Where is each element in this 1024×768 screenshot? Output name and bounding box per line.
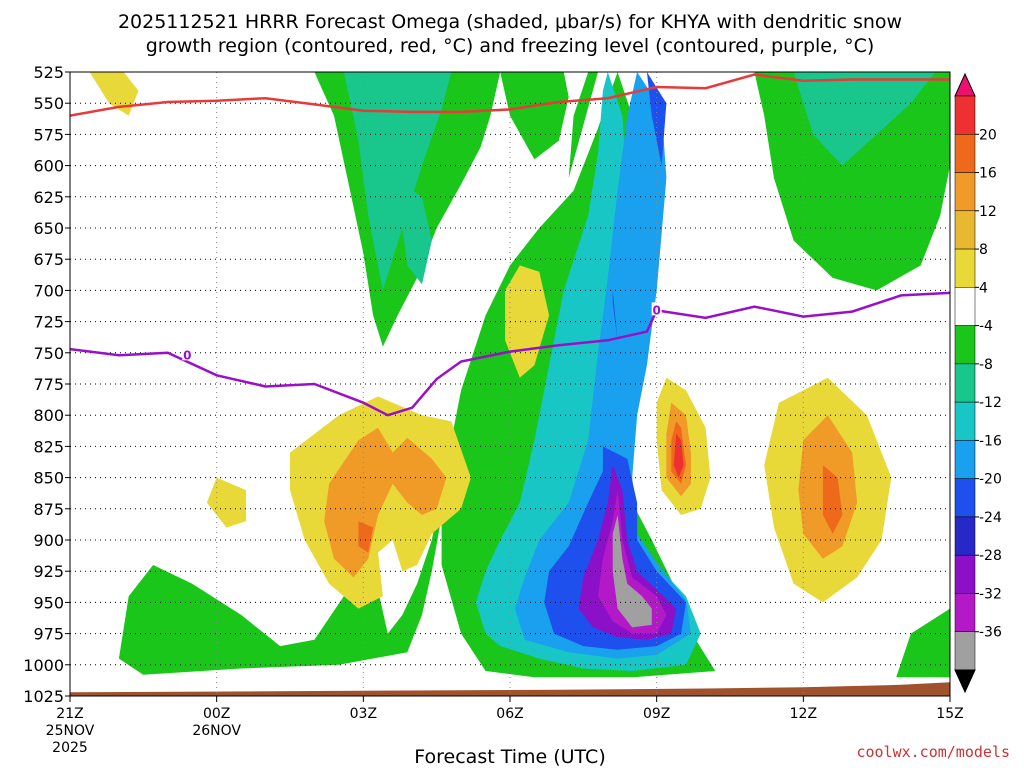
omega-shading — [89, 72, 950, 678]
omega-region-12 — [612, 290, 618, 341]
colorbar-segment-13 — [954, 554, 976, 594]
omega-region-20 — [324, 427, 447, 578]
x-tick-label-0: 21Z — [56, 706, 83, 722]
colorbar-segment-9 — [954, 401, 976, 441]
colorbar-label-0: 20 — [979, 127, 997, 143]
omega-region-21 — [358, 521, 374, 553]
x-date-label-0: 25NOV — [46, 723, 95, 739]
y-tick-label-12: 825 — [33, 437, 64, 456]
colorbar-label-9: -20 — [979, 472, 1002, 488]
colorbar-label-4: 4 — [979, 280, 988, 296]
x-tick-label-4: 09Z — [643, 706, 670, 722]
x-tick-label-1: 00Z — [203, 706, 230, 722]
y-tick-label-5: 650 — [33, 219, 64, 238]
colorbar-label-12: -32 — [979, 586, 1002, 602]
colorbar-segment-3 — [954, 172, 976, 212]
omega-region-10 — [514, 72, 691, 659]
y-tick-label-6: 675 — [33, 250, 64, 269]
x-tick-label-3: 06Z — [496, 706, 523, 722]
colorbar-segment-5 — [954, 248, 976, 288]
colorbar-segment-6 — [954, 287, 976, 326]
y-tick-label-14: 875 — [33, 500, 64, 519]
colorbar-segment-2 — [954, 134, 976, 173]
chart-title-line1: 2025112521 HRRR Forecast Omega (shaded, … — [118, 11, 902, 33]
y-tick-label-18: 975 — [33, 625, 64, 644]
colorbar-segment-10 — [954, 440, 976, 479]
omega-region-6 — [896, 608, 950, 678]
y-tick-label-0: 525 — [33, 63, 64, 82]
colorbar-bottom-arrow — [954, 669, 976, 694]
colorbar-label-7: -12 — [979, 395, 1002, 411]
y-tick-label-16: 925 — [33, 562, 64, 581]
x-year-label-0: 2025 — [52, 740, 88, 756]
x-date-label-1: 26NOV — [192, 723, 241, 739]
y-tick-label-1: 550 — [33, 94, 64, 113]
y-tick-label-2: 575 — [33, 125, 64, 144]
dgz-red-contour — [70, 73, 950, 117]
y-tick-label-7: 700 — [33, 281, 64, 300]
omega-region-29 — [822, 465, 843, 534]
colorbar-segment-12 — [954, 516, 976, 556]
colorbar-segment-11 — [954, 478, 976, 518]
colorbar-top-arrow — [954, 72, 976, 97]
omega-region-5 — [754, 72, 950, 291]
colorbar-segment-1 — [954, 95, 976, 135]
freezing-level-label-1: 0 — [652, 303, 660, 317]
freezing-level-label-0: 0 — [183, 348, 191, 362]
colorbar-label-5: -4 — [979, 319, 993, 335]
x-tick-label-5: 12Z — [790, 706, 817, 722]
y-tick-label-20: 1025 — [23, 687, 64, 706]
y-tick-label-4: 625 — [33, 188, 64, 207]
omega-region-17 — [89, 72, 139, 116]
omega-region-9 — [475, 72, 701, 671]
colorbar-segment-7 — [954, 325, 976, 365]
ground-surface — [70, 682, 950, 696]
y-tick-label-9: 750 — [33, 344, 64, 363]
x-axis-label: Forecast Time (UTC) — [414, 746, 605, 768]
x-tick-label-6: 15Z — [936, 706, 963, 722]
colorbar-segment-14 — [954, 593, 976, 632]
freezing-level-contour — [70, 291, 950, 417]
y-tick-label-10: 775 — [33, 375, 64, 394]
colorbar-label-6: -8 — [979, 357, 993, 373]
y-tick-label-17: 950 — [33, 593, 64, 612]
chart-title-line2: growth region (contoured, red, °C) and f… — [146, 35, 875, 57]
colorbar-label-3: 8 — [979, 242, 988, 258]
omega-region-8 — [402, 184, 432, 285]
omega-region-11 — [646, 72, 667, 166]
omega-region-7 — [793, 72, 936, 166]
colorbar-segment-15 — [954, 631, 976, 671]
y-tick-label-19: 1000 — [23, 656, 64, 675]
omega-region-3 — [343, 72, 452, 291]
colorbar-label-10: -24 — [979, 510, 1002, 526]
colorbar-label-2: 12 — [979, 204, 997, 220]
colorbar-label-8: -16 — [979, 433, 1002, 449]
omega-region-16 — [612, 515, 652, 628]
colorbar-label-13: -36 — [979, 625, 1002, 641]
ground-layer — [70, 682, 950, 696]
contour-lines: 00 — [70, 73, 950, 417]
grid-lines — [70, 72, 950, 696]
omega-region-26 — [673, 433, 684, 478]
y-tick-label-15: 900 — [33, 531, 64, 550]
colorbar-segment-8 — [954, 363, 976, 403]
y-tick-label-13: 850 — [33, 469, 64, 488]
colorbar-label-11: -28 — [979, 548, 1002, 564]
x-tick-label-2: 03Z — [350, 706, 377, 722]
y-axis: 525 550 575 600 625 650 675 700 725 750 775 800 825 8… — [23, 63, 70, 706]
omega-region-18 — [206, 477, 246, 528]
colorbar-segment-4 — [954, 210, 976, 250]
freezing-label-bg-1 — [651, 302, 662, 316]
credit-text[interactable]: coolwx.com/models — [856, 743, 1010, 761]
y-tick-label-8: 725 — [33, 313, 64, 332]
freezing-label-bg-0 — [182, 347, 193, 361]
colorbar: 20 16 12 8 4 -4 -8 -12 -16 -20 -24 -28 -32 -36 — [954, 72, 1002, 694]
y-tick-label-11: 800 — [33, 406, 64, 425]
y-tick-label-3: 600 — [33, 157, 64, 176]
colorbar-label-1: 16 — [979, 166, 997, 182]
omega-region-1 — [500, 72, 569, 160]
